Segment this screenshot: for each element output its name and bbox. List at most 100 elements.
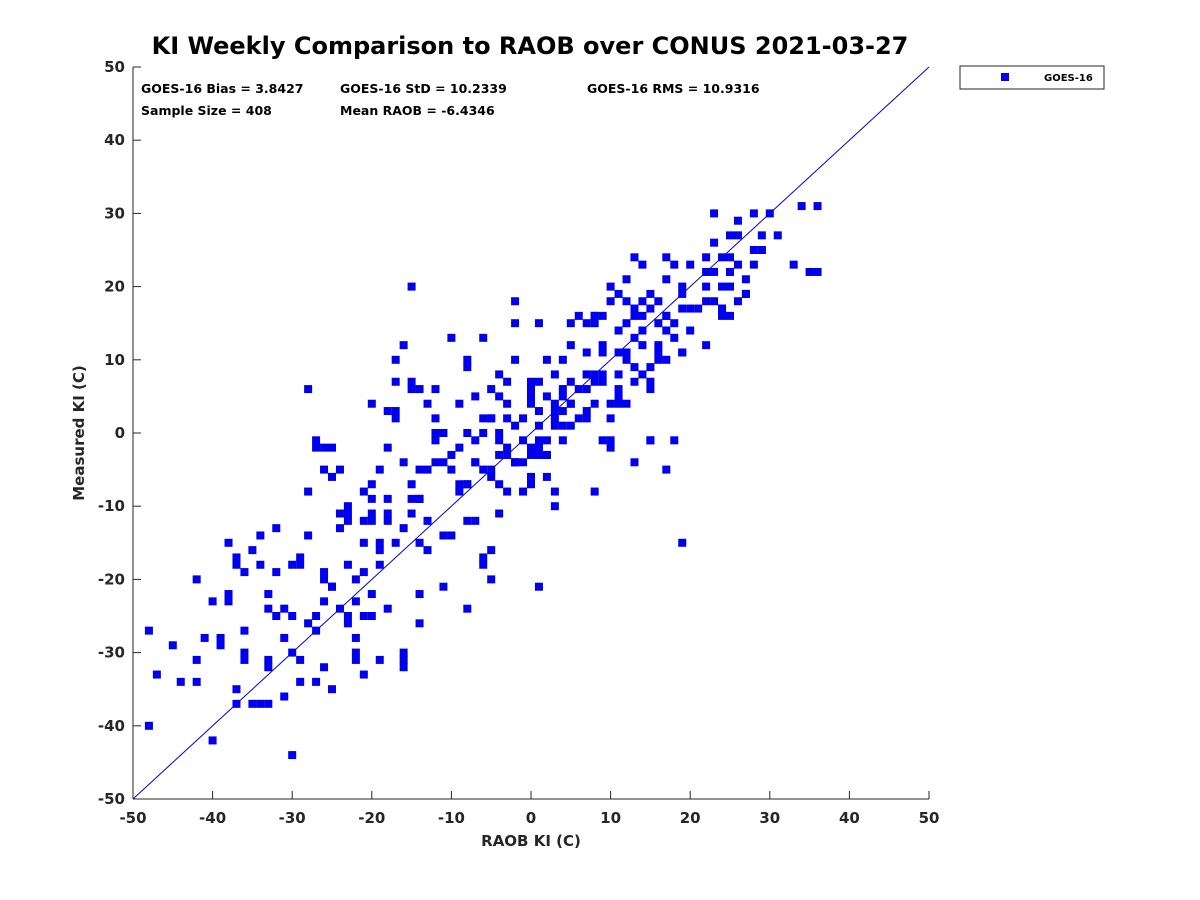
x-tick-label: -10 (438, 809, 465, 827)
chart-title: KI Weekly Comparison to RAOB over CONUS … (152, 32, 909, 60)
data-point (757, 246, 766, 254)
data-point (574, 385, 583, 394)
data-point (614, 392, 623, 401)
data-point (686, 260, 695, 269)
data-point (519, 436, 528, 445)
data-point (606, 282, 615, 291)
data-point (550, 502, 559, 511)
data-point (399, 341, 408, 350)
x-tick-label: 40 (839, 809, 860, 827)
data-point (566, 399, 575, 408)
data-point (415, 494, 424, 503)
data-point (320, 568, 329, 577)
data-point (670, 333, 679, 342)
data-point (527, 443, 535, 452)
data-point (391, 355, 400, 364)
data-point (383, 604, 392, 613)
data-point (351, 633, 360, 642)
data-point (383, 407, 392, 416)
data-point (733, 297, 742, 306)
data-point (566, 341, 575, 350)
data-point (447, 450, 456, 459)
data-point (351, 575, 360, 584)
data-point (351, 655, 360, 664)
data-point (686, 304, 695, 313)
data-point (407, 282, 416, 291)
data-point (320, 465, 329, 474)
data-point (399, 655, 408, 664)
data-point (733, 231, 742, 240)
data-point (328, 472, 336, 481)
data-point (519, 414, 528, 423)
data-point (741, 289, 750, 298)
data-point (630, 377, 639, 386)
data-point (479, 560, 488, 569)
data-point (399, 663, 408, 672)
data-point (447, 465, 456, 474)
data-point (272, 612, 281, 620)
data-point (447, 333, 456, 342)
data-point (678, 348, 687, 357)
data-point (614, 399, 623, 408)
data-point (479, 414, 488, 423)
x-axis-label: RAOB KI (C) (481, 832, 581, 850)
data-point (343, 509, 352, 518)
data-point (582, 407, 591, 416)
data-point (550, 407, 559, 416)
data-point (479, 553, 488, 562)
data-point (208, 736, 217, 745)
data-point (407, 509, 416, 518)
y-tick-label: -40 (98, 717, 125, 735)
data-point (590, 399, 599, 408)
data-point (534, 377, 543, 386)
data-point (630, 363, 639, 372)
data-point (598, 311, 607, 320)
data-point (662, 326, 671, 335)
data-point (288, 648, 297, 657)
data-point (582, 414, 591, 423)
data-point (662, 275, 671, 284)
data-point (192, 575, 201, 584)
data-point (296, 553, 305, 562)
data-point (391, 377, 400, 386)
data-point (702, 282, 711, 291)
data-point (208, 597, 217, 606)
data-point (471, 516, 480, 525)
data-point (622, 399, 631, 408)
y-tick-label: -50 (98, 790, 125, 808)
legend-box (959, 65, 1105, 90)
data-point (550, 421, 559, 430)
data-point (741, 275, 750, 284)
data-point (415, 619, 424, 628)
data-point (359, 516, 368, 525)
data-point (598, 341, 607, 350)
data-point (638, 370, 647, 379)
data-point (678, 538, 687, 547)
y-axis-label: Measured KI (C) (70, 365, 88, 501)
data-point (232, 553, 241, 562)
data-point (542, 392, 551, 401)
data-point (328, 582, 336, 591)
data-point (455, 399, 464, 408)
data-point (566, 377, 575, 386)
data-point (487, 465, 496, 474)
x-tick-label: -20 (358, 809, 385, 827)
data-point (558, 392, 567, 401)
data-point (630, 311, 639, 320)
data-point (431, 436, 440, 445)
data-point (471, 392, 480, 401)
legend-marker (1001, 73, 1009, 81)
data-point (702, 267, 711, 276)
data-point (351, 648, 360, 657)
data-point (320, 575, 329, 584)
data-point (304, 531, 313, 540)
data-point (718, 311, 727, 320)
data-point (312, 677, 321, 686)
data-point (359, 538, 368, 547)
data-point (224, 590, 233, 599)
data-point (558, 436, 567, 445)
data-point (582, 319, 591, 328)
data-point (550, 370, 559, 379)
data-point (710, 297, 719, 306)
